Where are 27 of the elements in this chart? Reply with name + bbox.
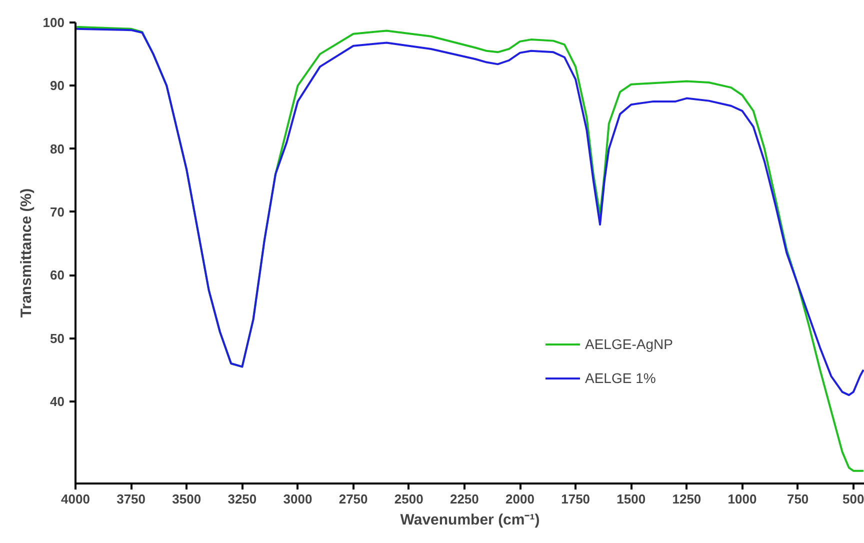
- x-tick-label: 3000: [283, 492, 312, 506]
- y-tick-label: 70: [50, 204, 65, 220]
- x-tick-label: 2500: [394, 492, 424, 506]
- y-tick-label: 40: [50, 394, 65, 409]
- x-tick-label: 500: [842, 492, 864, 506]
- x-tick-label: 2250: [450, 492, 479, 506]
- x-axis-title: Wavenumber (cm⁻¹): [400, 512, 540, 528]
- x-tick-label: 2000: [506, 492, 534, 506]
- y-tick-label: 80: [50, 141, 65, 156]
- x-tick-label: 3500: [172, 492, 202, 506]
- x-tick-label: 2750: [338, 492, 368, 506]
- line-series: [76, 28, 864, 396]
- x-tick-label: 1000: [728, 492, 757, 506]
- x-tick-label: 1750: [561, 492, 590, 506]
- x-tick-label: 1250: [672, 492, 702, 506]
- legend-label: AELGE 1%: [585, 370, 656, 386]
- legend-label: AELGE-AgNP: [585, 336, 673, 352]
- x-tick-label: 3750: [116, 492, 146, 506]
- y-tick-label: 90: [50, 78, 65, 94]
- x-tick-label: 4000: [61, 492, 90, 506]
- y-tick-label: 60: [50, 268, 65, 283]
- x-tick-label: 3250: [228, 492, 257, 506]
- y-tick-label: 50: [50, 330, 65, 346]
- x-tick-label: 1500: [616, 492, 646, 506]
- y-axis-title: Transmittance (%): [18, 188, 35, 318]
- x-tick-label: 750: [786, 492, 809, 506]
- y-tick-label: 100: [42, 15, 65, 30]
